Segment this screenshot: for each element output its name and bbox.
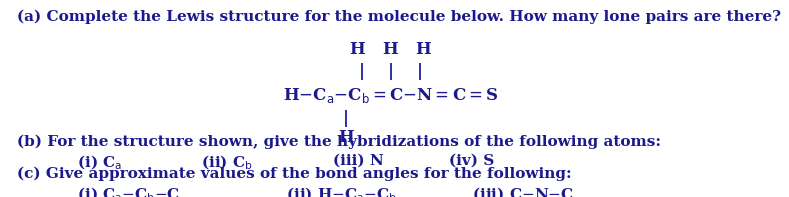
Text: (ii) C$_{\rm b}$: (ii) C$_{\rm b}$ xyxy=(201,154,253,172)
Text: H$-$C$_{\rm a}$$-$C$_{\rm b}$$=$C$-$N$=$C$=$S: H$-$C$_{\rm a}$$-$C$_{\rm b}$$=$C$-$N$=$… xyxy=(282,86,499,105)
Text: (i) C$_{\rm a}$: (i) C$_{\rm a}$ xyxy=(77,154,123,172)
Text: (iii) N: (iii) N xyxy=(333,154,383,168)
Text: (b) For the structure shown, give the hybridizations of the following atoms:: (b) For the structure shown, give the hy… xyxy=(17,134,661,149)
Text: (iv) S: (iv) S xyxy=(449,154,494,168)
Text: (a) Complete the Lewis structure for the molecule below. How many lone pairs are: (a) Complete the Lewis structure for the… xyxy=(17,9,781,24)
Text: |    |    |: | | | xyxy=(359,63,423,80)
Text: (ii) H$-$C$_{\rm a}$$-$C$_{\rm b}$: (ii) H$-$C$_{\rm a}$$-$C$_{\rm b}$ xyxy=(286,186,398,197)
Text: H   H   H: H H H xyxy=(350,41,432,58)
Text: |: | xyxy=(342,110,349,127)
Text: (iii) C$-$N$-$C: (iii) C$-$N$-$C xyxy=(472,186,574,197)
Text: H: H xyxy=(338,129,353,146)
Text: (c) Give approximate values of the bond angles for the following:: (c) Give approximate values of the bond … xyxy=(17,166,572,181)
Text: (i) C$_{\rm a}$$-$C$_{\rm b}$$-$C: (i) C$_{\rm a}$$-$C$_{\rm b}$$-$C xyxy=(77,186,181,197)
